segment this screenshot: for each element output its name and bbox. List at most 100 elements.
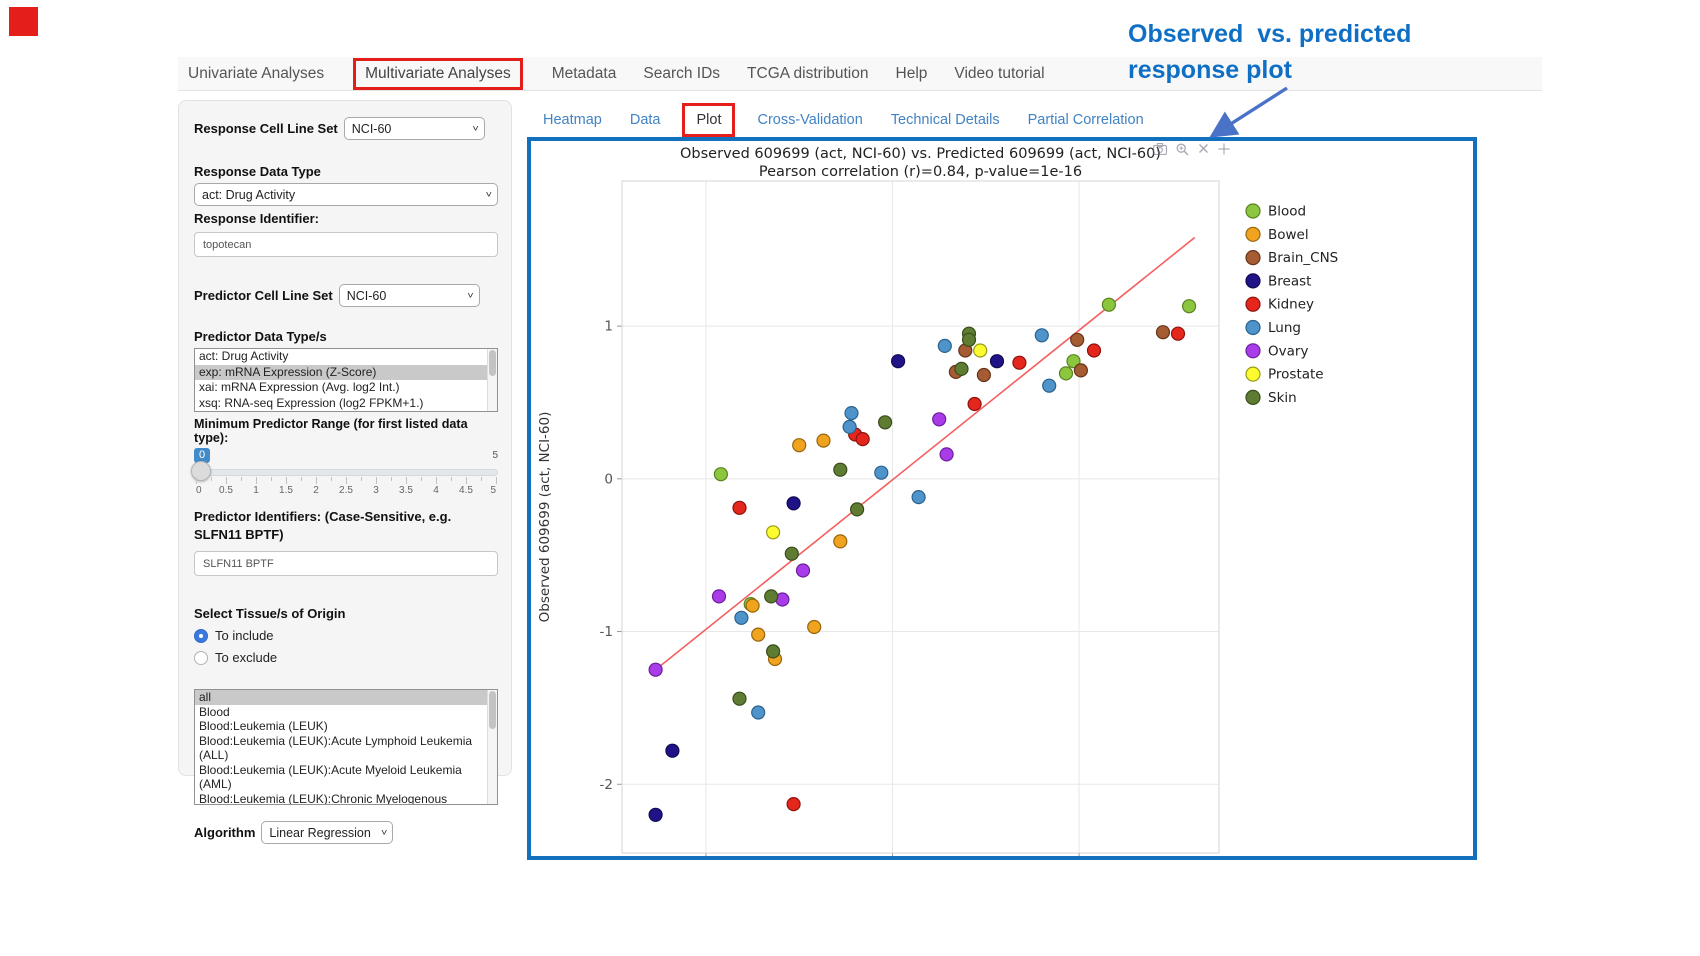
data-point-brain-cns xyxy=(1070,332,1085,347)
tab-heatmap[interactable]: Heatmap xyxy=(543,112,602,128)
legend-label-prostate[interactable]: Prostate xyxy=(1268,367,1324,383)
data-point-kidney xyxy=(1086,343,1102,358)
slider-grid-label: 1 xyxy=(253,485,259,496)
data-point-lung xyxy=(751,705,766,720)
response-data-type-select[interactable]: act: Drug Activity ˅ xyxy=(194,183,498,206)
nav-item-univariate-analyses[interactable]: Univariate Analyses xyxy=(188,64,325,82)
camera-icon[interactable] xyxy=(1153,143,1167,155)
data-point-ovary xyxy=(932,412,947,427)
legend-swatch-bowel xyxy=(1245,226,1261,242)
data-point-blood xyxy=(1101,297,1117,312)
option-blood[interactable]: Blood xyxy=(199,704,230,719)
legend-label-skin[interactable]: Skin xyxy=(1268,390,1297,406)
option-blood-leukemia-leuk-acute-lymphoid-leukemia-all[interactable]: Blood:Leukemia (LEUK):Acute Lymphoid Leu… xyxy=(199,733,473,763)
slider-grid-label: 5 xyxy=(490,485,496,496)
scrollbar[interactable] xyxy=(487,349,497,411)
option-blood-leukemia-leuk-chronic-myelogenous-leukemia-cml[interactable]: Blood:Leukemia (LEUK):Chronic Myelogenou… xyxy=(199,791,448,805)
slider-tick xyxy=(301,477,302,481)
slider-tick xyxy=(211,477,212,481)
data-point-lung xyxy=(842,419,857,434)
legend-swatch-blood xyxy=(1245,203,1261,219)
data-point-bowel xyxy=(807,619,822,635)
legend-label-kidney[interactable]: Kidney xyxy=(1268,297,1314,313)
option-blood-leukemia-leuk-acute-myeloid-leukemia-aml[interactable]: Blood:Leukemia (LEUK):Acute Myeloid Leuk… xyxy=(199,762,462,792)
slider-tick xyxy=(481,477,482,481)
data-point-brain-cns xyxy=(976,367,991,383)
data-point-bowel xyxy=(833,534,848,549)
data-point-lung xyxy=(874,465,889,480)
legend-label-bowel[interactable]: Bowel xyxy=(1268,227,1309,243)
slider-grid-label: 0.5 xyxy=(219,485,233,496)
option-blood-leukemia-leuk[interactable]: Blood:Leukemia (LEUK) xyxy=(199,719,328,733)
data-point-skin xyxy=(732,691,747,706)
y-tick-label: 0 xyxy=(604,471,613,487)
tab-technical-details[interactable]: Technical Details xyxy=(890,112,1000,128)
option-all[interactable]: all xyxy=(195,690,497,705)
data-point-breast xyxy=(989,354,1005,369)
min-predictor-range-slider: 0 5 0 0.5 1 1.5 2 2.5 3 3.5 4 4.5 5 xyxy=(191,448,498,498)
to-include-label: To include xyxy=(215,628,274,643)
slider-tick xyxy=(421,477,422,481)
data-point-bowel xyxy=(751,627,766,642)
legend-label-breast[interactable]: Breast xyxy=(1268,273,1311,289)
nav-item-help[interactable]: Help xyxy=(895,64,928,82)
data-point-skin xyxy=(833,462,848,477)
nav-item-search-ids[interactable]: Search IDs xyxy=(643,64,721,82)
nav-item-multivariate-analyses[interactable]: Multivariate Analyses xyxy=(353,57,523,90)
response-cell-line-set-label: Response Cell Line Set xyxy=(194,121,338,136)
legend-label-brain-cns[interactable]: Brain_CNS xyxy=(1268,250,1338,266)
option-xai-mrna-expression-avg-log2-int[interactable]: xai: mRNA Expression (Avg. log2 Int.) xyxy=(199,380,400,394)
response-identifier-input[interactable]: topotecan xyxy=(194,232,498,257)
min-predictor-range-label: Minimum Predictor Range (for first liste… xyxy=(194,417,468,445)
option-act-drug-activity[interactable]: act: Drug Activity xyxy=(199,349,289,363)
tissue-listbox[interactable]: all Blood Blood:Leukemia (LEUK) Blood:Leuke… xyxy=(194,689,498,805)
predictor-data-types-listbox[interactable]: act: Drug Activity exp: mRNA Expression (… xyxy=(194,348,498,412)
slider-grid: 0 0.5 1 1.5 2 2.5 3 3.5 4 4.5 5 xyxy=(196,477,497,497)
tab-partial-correlation[interactable]: Partial Correlation xyxy=(1027,112,1144,128)
slider-grid-label: 1.5 xyxy=(279,485,293,496)
predictor-identifiers-input[interactable]: SLFN11 BPTF xyxy=(194,551,498,576)
legend-swatch-ovary xyxy=(1245,343,1261,359)
legend-swatch-prostate xyxy=(1245,366,1261,382)
to-exclude-label: To exclude xyxy=(215,650,278,665)
to-include-radio[interactable] xyxy=(194,628,208,643)
legend-label-ovary[interactable]: Ovary xyxy=(1268,343,1308,359)
nav-item-metadata[interactable]: Metadata xyxy=(551,64,617,82)
crosshair-icon[interactable] xyxy=(1218,143,1230,155)
slider-grid-label: 0 xyxy=(196,485,202,496)
sidebar: Response Cell Line Set NCI-60 ˅ Response… xyxy=(178,100,512,844)
predictor-cell-line-set-select[interactable]: NCI-60 ˅ xyxy=(338,284,480,307)
tab-plot[interactable]: Plot xyxy=(682,103,736,137)
nav-item-tcga-distribution[interactable]: TCGA distribution xyxy=(747,64,869,82)
slider-track[interactable] xyxy=(194,469,498,476)
data-point-kidney xyxy=(1012,355,1027,370)
data-point-blood xyxy=(1058,366,1074,381)
scrollbar[interactable] xyxy=(487,690,497,804)
zoom-in-icon[interactable] xyxy=(1176,143,1189,156)
tab-cross-validation[interactable]: Cross-Validation xyxy=(757,112,863,128)
data-point-lung xyxy=(937,338,952,353)
data-point-blood xyxy=(1181,299,1197,314)
data-point-ovary xyxy=(711,589,727,604)
legend-swatch-brain-cns xyxy=(1245,249,1261,266)
legend-label-lung[interactable]: Lung xyxy=(1268,320,1301,336)
nav-item-video-tutorial[interactable]: Video tutorial xyxy=(954,64,1045,82)
option-exp-mrna-expression-z-score[interactable]: exp: mRNA Expression (Z-Score) xyxy=(195,364,497,380)
algorithm-select[interactable]: Linear Regression ˅ xyxy=(261,821,394,844)
data-point-skin xyxy=(954,361,969,376)
legend-label-blood[interactable]: Blood xyxy=(1268,204,1306,220)
slider-grid-label: 2.5 xyxy=(339,485,353,496)
to-exclude-radio[interactable] xyxy=(194,650,208,665)
close-icon[interactable] xyxy=(1198,143,1209,154)
data-point-kidney xyxy=(855,432,870,447)
tab-data[interactable]: Data xyxy=(629,112,661,128)
data-point-skin xyxy=(878,415,893,430)
option-xsq-rna-seq-expression-log2-fpkm-1[interactable]: xsq: RNA-seq Expression (log2 FPKM+1.) xyxy=(199,395,424,410)
chevron-down-icon: ˅ xyxy=(467,290,474,301)
tissue-origin-label: Select Tissue/s of Origin xyxy=(194,606,346,621)
slider-handle[interactable] xyxy=(191,461,211,481)
predictor-identifiers-label: Predictor Identifiers: (Case-Sensitive, … xyxy=(194,509,452,542)
data-point-skin xyxy=(784,546,799,561)
plot-title: Observed 609699 (act, NCI-60) vs. Predic… xyxy=(680,146,1161,162)
response-cell-line-set-select[interactable]: NCI-60 ˅ xyxy=(343,117,485,140)
